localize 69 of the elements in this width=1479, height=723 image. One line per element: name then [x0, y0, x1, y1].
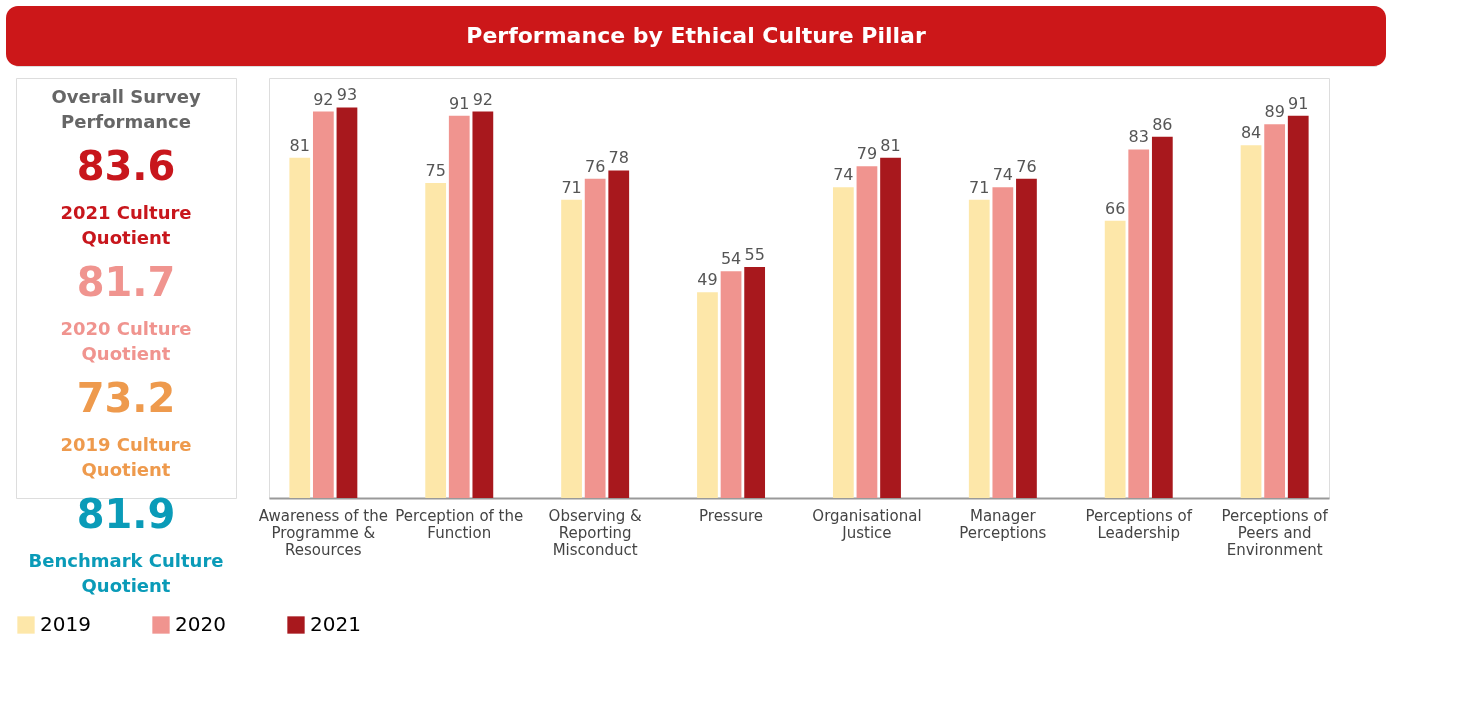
data-label: 71	[561, 177, 582, 197]
data-label: 76	[1016, 156, 1037, 176]
bar	[425, 183, 447, 498]
data-label: 83	[1128, 127, 1149, 147]
bar	[1264, 124, 1286, 498]
text: 81.7	[76, 259, 176, 305]
x-tick-label: Perceptions of Leadership	[1085, 506, 1193, 542]
bar	[584, 178, 606, 498]
data-label: 78	[608, 148, 629, 168]
data-label: 76	[584, 156, 606, 176]
x-tick-label: Manager Perceptions	[959, 506, 1047, 542]
x-tick-label: Pressure	[699, 506, 764, 525]
bar	[312, 111, 334, 498]
data-label: 74	[833, 165, 854, 185]
bar	[992, 187, 1014, 498]
bar	[1016, 178, 1037, 498]
bar	[880, 157, 901, 498]
bar	[336, 107, 358, 498]
text: Overall Survey Performance	[51, 86, 201, 132]
x-tick-label: Observing & Reporting Misconduct	[548, 506, 642, 559]
data-label: 79	[856, 144, 878, 164]
bar	[1151, 136, 1173, 498]
data-label: 75	[425, 161, 446, 180]
data-label: 81	[289, 135, 310, 155]
data-label: 66	[1104, 198, 1126, 218]
legend-label: 2020	[175, 612, 226, 636]
data-label: 89	[1264, 102, 1285, 122]
data-label: 93	[336, 85, 358, 105]
x-tick-label: Awareness of the Programme & Resources	[258, 506, 388, 559]
bar	[1287, 115, 1309, 498]
text: 81.9	[76, 491, 176, 537]
data-label: 71	[969, 177, 990, 197]
text: 73.2	[76, 375, 176, 421]
bar	[697, 292, 718, 498]
text: 83.6	[76, 143, 176, 189]
bar	[744, 267, 766, 498]
x-tick-label: Organisational Justice	[812, 506, 922, 542]
data-label: 54	[720, 249, 742, 269]
bar	[1104, 220, 1126, 498]
text: 2020 Culture Quotient	[60, 318, 192, 364]
bar	[289, 157, 311, 498]
x-tick-label: Perception of the Function	[395, 506, 524, 542]
bar	[968, 199, 990, 498]
data-label: 49	[697, 270, 718, 290]
chart-title: Performance by Ethical Culture Pillar	[466, 23, 926, 48]
bar	[832, 187, 854, 498]
bar	[472, 111, 494, 498]
data-label: 74	[992, 165, 1014, 185]
data-label: 81	[880, 135, 901, 155]
text: 2021 Culture Quotient	[60, 202, 192, 248]
bar	[561, 199, 582, 498]
data-label: 84	[1240, 123, 1262, 143]
data-label: 86	[1152, 114, 1173, 134]
data-label: 92	[472, 89, 494, 109]
data-label: 91	[449, 93, 470, 113]
bar	[1240, 145, 1262, 498]
bar	[1128, 149, 1150, 498]
data-label: 55	[744, 245, 765, 264]
x-tick-label: Perceptions of Peers and Environment	[1221, 506, 1329, 559]
legend-label: 2021	[310, 612, 361, 636]
bar	[448, 115, 470, 498]
bar	[608, 170, 630, 498]
data-label: 92	[313, 89, 334, 109]
text: 2019 Culture Quotient	[60, 434, 192, 480]
bar	[720, 271, 742, 498]
text: Benchmark Culture Quotient	[28, 550, 224, 596]
data-label: 91	[1288, 93, 1309, 113]
bar	[856, 166, 878, 498]
legend-label: 2019	[40, 612, 91, 636]
